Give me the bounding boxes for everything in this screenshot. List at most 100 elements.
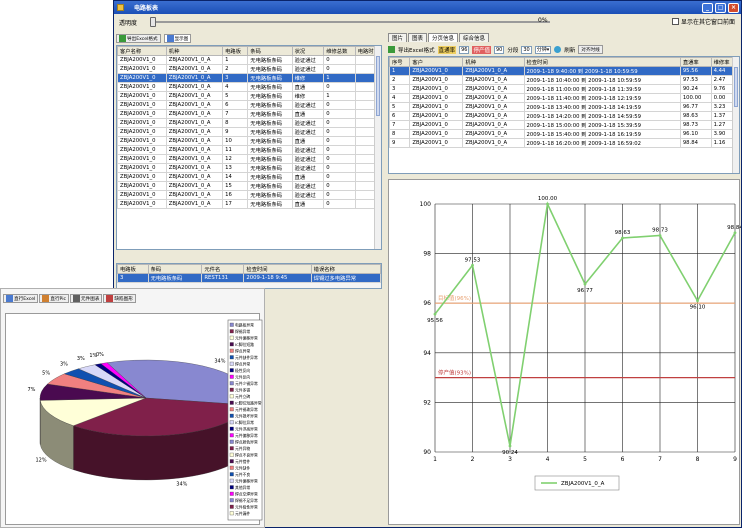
opacity-slider-thumb[interactable]: [150, 17, 156, 27]
scrollbar-thumb[interactable]: [376, 56, 380, 116]
column-header[interactable]: 电路板: [117, 264, 149, 274]
table-row[interactable]: 6 ZBJA200V1_0 ZBJA200V1_0_A 2009-1-18 14:20…: [389, 111, 739, 121]
refresh-icon[interactable]: [554, 46, 562, 53]
table-cell: ZBJA200V1_0_A: [462, 111, 525, 121]
table-row[interactable]: 3 无电路板条码 REST131 2009-1-18 9:45 焊锡过多电路异常: [117, 273, 381, 283]
column-header[interactable]: 检查时间: [523, 57, 681, 67]
export-excel-button[interactable]: 导出Excel格式: [116, 34, 161, 43]
table-row[interactable]: ZBJA200V1_0 ZBJA200V1_0_A 7 无电路板条码 直通 0: [117, 109, 381, 119]
y-tick-label: 98: [423, 251, 431, 258]
table-cell: 验证通过: [291, 181, 325, 191]
legend-swatch: [229, 465, 234, 470]
table-row[interactable]: ZBJA200V1_0 ZBJA200V1_0_A 9 无电路板条码 验证通过 0: [117, 127, 381, 137]
table-row[interactable]: ZBJA200V1_0 ZBJA200V1_0_A 16 无电路板条码 验证通过 0: [117, 190, 381, 200]
table-row[interactable]: ZBJA200V1_0 ZBJA200V1_0_A 11 无电路板条码 验证通过 0: [117, 145, 381, 155]
pie-tab-0[interactable]: 直行Excel: [3, 294, 39, 303]
table-cell: 1: [323, 91, 356, 101]
tab-0[interactable]: 图片: [388, 33, 408, 42]
yield-table-scrollbar[interactable]: [732, 57, 739, 173]
sort-button[interactable]: 对齐时线: [578, 45, 603, 54]
table-row[interactable]: 5 ZBJA200V1_0 ZBJA200V1_0_A 2009-1-18 13:40…: [389, 102, 739, 112]
column-header[interactable]: 元件名: [201, 264, 245, 274]
defect-detail-table[interactable]: 电路板 条码 元件名 检查时间 错误名称 3 无电路板条码 REST131 2009-1-18…: [116, 263, 382, 289]
table-row[interactable]: 7 ZBJA200V1_0 ZBJA200V1_0_A 2009-1-18 15:00…: [389, 120, 739, 130]
tab-3[interactable]: 综合信息: [459, 33, 490, 42]
column-header[interactable]: 错误名称: [310, 264, 381, 274]
column-header[interactable]: 电路板: [222, 46, 249, 56]
board-table-scrollbar[interactable]: [374, 46, 381, 249]
reference-line-label: 目标值(96%): [438, 294, 471, 302]
table-row[interactable]: ZBJA200V1_0 ZBJA200V1_0_A 15 无电路板条码 验证通过 0: [117, 181, 381, 191]
column-header[interactable]: 条码: [147, 264, 203, 274]
table-row[interactable]: 2 ZBJA200V1_0 ZBJA200V1_0_A 2009-1-18 10:40…: [389, 75, 739, 85]
table-cell: 3: [389, 84, 411, 94]
table-cell: 无电路板条码: [247, 109, 293, 119]
table-row[interactable]: ZBJA200V1_0 ZBJA200V1_0_A 4 无电路板条码 直通 0: [117, 82, 381, 92]
column-header[interactable]: 直通率: [679, 57, 712, 67]
always-on-top-label: 显示在其它窗口前面: [680, 19, 735, 26]
scrollbar-thumb[interactable]: [734, 67, 738, 107]
pie-tab-2[interactable]: 元件图表: [70, 294, 103, 303]
straight-rate-input[interactable]: 96: [459, 45, 470, 54]
table-row[interactable]: ZBJA200V1_0 ZBJA200V1_0_A 13 无电路板条码 验证通过 0: [117, 163, 381, 173]
yield-table[interactable]: 序号 客户 机种 检查时间 直通率 维修率 1 ZBJA200V1_0 ZBJA200V1_0…: [388, 56, 740, 174]
table-cell: ZBJA200V1_0: [117, 73, 167, 83]
table-cell: 0: [323, 154, 356, 164]
refresh-button[interactable]: 刷新: [564, 47, 576, 54]
table-cell: 2: [222, 64, 249, 74]
legend-swatch: [229, 472, 234, 477]
board-table[interactable]: 客户名称 机种 电路板 条码 状况 维修总数 电路时 ZBJA200V1_0 ZBJA200V…: [116, 45, 382, 250]
table-row[interactable]: ZBJA200V1_0 ZBJA200V1_0_A 1 无电路板条码 验证通过 0: [117, 55, 381, 65]
minimize-button[interactable]: _: [702, 2, 713, 13]
table-row[interactable]: ZBJA200V1_0 ZBJA200V1_0_A 8 无电路板条码 验证通过 0: [117, 118, 381, 128]
column-header[interactable]: 检查时间: [243, 264, 312, 274]
opacity-slider[interactable]: [150, 17, 550, 27]
table-cell: 5: [222, 91, 249, 101]
always-on-top-toggle[interactable]: 显示在其它窗口前面: [671, 17, 735, 26]
column-header[interactable]: 序号: [389, 57, 411, 67]
split-input[interactable]: 30: [521, 45, 532, 54]
table-cell: ZBJA200V1_0: [117, 199, 167, 209]
tab-2[interactable]: 分页信息: [428, 33, 459, 42]
produce-value-input[interactable]: 90: [493, 45, 505, 54]
table-row[interactable]: 4 ZBJA200V1_0 ZBJA200V1_0_A 2009-1-18 11:40…: [389, 93, 739, 103]
table-row[interactable]: ZBJA200V1_0 ZBJA200V1_0_A 3 无电路板条码 维修 1: [117, 73, 381, 83]
table-cell: 5: [389, 102, 411, 112]
unit-select[interactable]: 分钟 ▾: [534, 45, 552, 54]
maximize-button[interactable]: □: [715, 2, 726, 13]
table-cell: ZBJA200V1_0: [117, 145, 167, 155]
table-row[interactable]: ZBJA200V1_0 ZBJA200V1_0_A 10 无电路板条码 直通 0: [117, 136, 381, 146]
table-row[interactable]: 1 ZBJA200V1_0 ZBJA200V1_0_A 2009-1-18 9:40:…: [389, 66, 739, 76]
table-cell: 2009-1-18 16:20:00 到 2009-1-18 16:59:02: [523, 138, 681, 148]
pie-slice: [100, 362, 147, 399]
table-row[interactable]: ZBJA200V1_0 ZBJA200V1_0_A 6 无电路板条码 验证通过 0: [117, 100, 381, 110]
table-row[interactable]: ZBJA200V1_0 ZBJA200V1_0_A 5 无电路板条码 维修 1: [117, 91, 381, 101]
show-chart-button[interactable]: 显示图: [163, 34, 192, 43]
column-header[interactable]: 客户名称: [117, 46, 167, 56]
data-label: 97.53: [465, 257, 481, 263]
table-row[interactable]: 9 ZBJA200V1_0 ZBJA200V1_0_A 2009-1-18 16:20…: [389, 138, 739, 148]
opacity-label: 透明度: [119, 20, 138, 27]
table-row[interactable]: ZBJA200V1_0 ZBJA200V1_0_A 12 无电路板条码 验证通过 0: [117, 154, 381, 164]
checkbox-icon[interactable]: [671, 18, 679, 25]
table-row[interactable]: 3 ZBJA200V1_0 ZBJA200V1_0_A 2009-1-18 11:00…: [389, 84, 739, 94]
tab-1[interactable]: 图表: [408, 33, 428, 42]
x-tick-label: 2: [471, 456, 475, 463]
export-excel-label[interactable]: 导出Excel格式: [398, 47, 435, 54]
table-row[interactable]: ZBJA200V1_0 ZBJA200V1_0_A 2 无电路板条码 验证通过 0: [117, 64, 381, 74]
column-header[interactable]: 机种: [462, 57, 525, 67]
column-header[interactable]: 条码: [247, 46, 293, 56]
column-header[interactable]: 状况: [291, 46, 325, 56]
table-row[interactable]: 8 ZBJA200V1_0 ZBJA200V1_0_A 2009-1-18 15:40…: [389, 129, 739, 139]
legend-swatch: [229, 491, 234, 496]
table-row[interactable]: ZBJA200V1_0 ZBJA200V1_0_A 14 无电路板条码 直通 0: [117, 172, 381, 182]
tab-icon: [6, 295, 13, 302]
data-point: [583, 282, 587, 286]
table-row[interactable]: ZBJA200V1_0 ZBJA200V1_0_A 17 无电路板条码 直通 0: [117, 199, 381, 209]
column-header[interactable]: 维修总数: [323, 46, 356, 56]
pie-tab-3[interactable]: 缺陷图形: [103, 294, 136, 303]
column-header[interactable]: 机种: [165, 46, 224, 56]
pie-tab-1[interactable]: 直行Pic: [39, 294, 70, 303]
close-button[interactable]: ×: [728, 2, 739, 13]
column-header[interactable]: 客户: [409, 57, 464, 67]
